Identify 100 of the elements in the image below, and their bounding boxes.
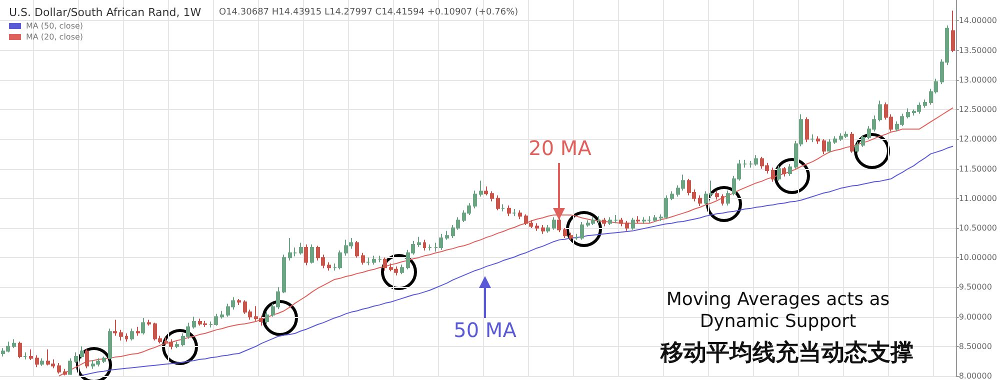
candlestick xyxy=(777,165,781,182)
candlestick xyxy=(479,180,483,198)
candlestick xyxy=(670,190,674,201)
candlestick xyxy=(518,210,522,220)
candlestick xyxy=(512,208,516,217)
candlestick xyxy=(237,298,241,306)
candlestick xyxy=(35,354,39,368)
legend-label: MA (20, close) xyxy=(26,32,84,42)
candlestick xyxy=(805,116,809,143)
candlestick xyxy=(631,217,635,230)
candlestick xyxy=(861,134,865,148)
candlestick xyxy=(23,352,27,360)
candlestick xyxy=(951,10,955,53)
candlestick xyxy=(580,222,584,240)
candlestick xyxy=(119,329,123,341)
candlestick xyxy=(822,138,826,154)
candlestick xyxy=(923,98,927,108)
candlestick xyxy=(501,204,505,212)
candlestick xyxy=(141,317,145,336)
candlestick xyxy=(125,332,128,342)
y-tick-label: 10.50000 xyxy=(958,223,997,232)
candlestick xyxy=(192,316,196,330)
candlestick xyxy=(496,194,500,211)
candlestick xyxy=(625,220,629,232)
y-tick-label: 13.50000 xyxy=(958,46,997,55)
line-series xyxy=(58,107,954,376)
candlestick xyxy=(57,362,61,374)
candlestick xyxy=(355,240,359,258)
candlestick xyxy=(557,217,561,233)
candlestick xyxy=(535,222,539,232)
candlestick xyxy=(484,186,488,196)
candlestick xyxy=(574,233,578,240)
candlestick xyxy=(383,257,387,272)
candlestick xyxy=(602,217,606,227)
candlestick xyxy=(546,224,550,234)
candlestick xyxy=(80,346,84,359)
candlestick xyxy=(175,341,179,349)
candlestick xyxy=(136,326,140,336)
candlestick xyxy=(63,368,67,376)
candlestick xyxy=(636,216,640,224)
candlestick xyxy=(906,108,910,119)
candlestick xyxy=(850,132,854,154)
candlestick xyxy=(18,341,22,359)
legend-label: MA (50, close) xyxy=(26,22,84,30)
y-tick-label: 11.50000 xyxy=(958,164,997,174)
candlestick xyxy=(816,136,820,144)
candlestick xyxy=(490,190,494,202)
candlestick xyxy=(147,319,151,326)
candlestick xyxy=(597,216,601,224)
candlestick xyxy=(220,310,224,320)
candlestick xyxy=(619,217,623,227)
candlestick xyxy=(400,264,404,275)
candlestick xyxy=(541,224,545,234)
y-tick-label: 12.00000 xyxy=(958,134,997,144)
candlestick xyxy=(552,216,556,230)
y-tick-label: 14.00000 xyxy=(958,16,997,26)
annotation: 50 MA xyxy=(452,318,518,342)
y-tick-label: 10.00000 xyxy=(958,253,997,262)
candlestick xyxy=(282,254,286,294)
candlestick xyxy=(304,244,308,266)
candlestick xyxy=(507,204,511,217)
y-tick-label: 11.00000 xyxy=(958,194,997,203)
candlestick xyxy=(108,328,112,360)
candlestick xyxy=(726,190,730,206)
candlestick xyxy=(810,134,814,143)
candlestick xyxy=(366,257,370,266)
candlestick xyxy=(608,216,612,226)
candlestick xyxy=(310,244,314,264)
candlestick xyxy=(40,358,44,366)
y-tick-label: 8.00000 xyxy=(958,372,992,380)
candlestick xyxy=(102,356,106,364)
candlestick xyxy=(653,214,657,223)
candlestick xyxy=(771,167,775,182)
candlestick xyxy=(788,164,792,176)
candlestick xyxy=(130,328,134,341)
candlestick xyxy=(74,352,78,364)
candlestick xyxy=(715,190,719,200)
text: O14.30687 H14.43915 L14.27997 C14.41594 +0.10907 (+0.76%) xyxy=(219,8,518,18)
candlestick xyxy=(698,194,702,207)
candlestick xyxy=(327,262,331,272)
candlestick xyxy=(743,159,747,168)
candlestick xyxy=(85,348,89,369)
candlestick xyxy=(299,242,303,256)
candlestick xyxy=(428,244,432,251)
candlestick xyxy=(445,230,449,240)
candlestick xyxy=(361,252,365,266)
annotation: 20 MA xyxy=(528,136,592,160)
candlestick xyxy=(833,136,837,144)
candlestick xyxy=(782,166,786,177)
candlestick xyxy=(113,319,117,336)
y-tick-label: 8.50000 xyxy=(958,342,992,351)
candlestick xyxy=(372,255,376,266)
y-tick-label: 13.00000 xyxy=(958,75,997,84)
y-tick-label: 9.50000 xyxy=(958,282,992,292)
candlestick xyxy=(563,227,567,239)
candlestick xyxy=(29,348,33,361)
y-tick-label: 12.50000 xyxy=(958,105,997,114)
annotation: 移动平均线充当动态支撑 xyxy=(659,340,914,368)
candlestick xyxy=(423,239,426,251)
candlestick xyxy=(68,358,72,376)
